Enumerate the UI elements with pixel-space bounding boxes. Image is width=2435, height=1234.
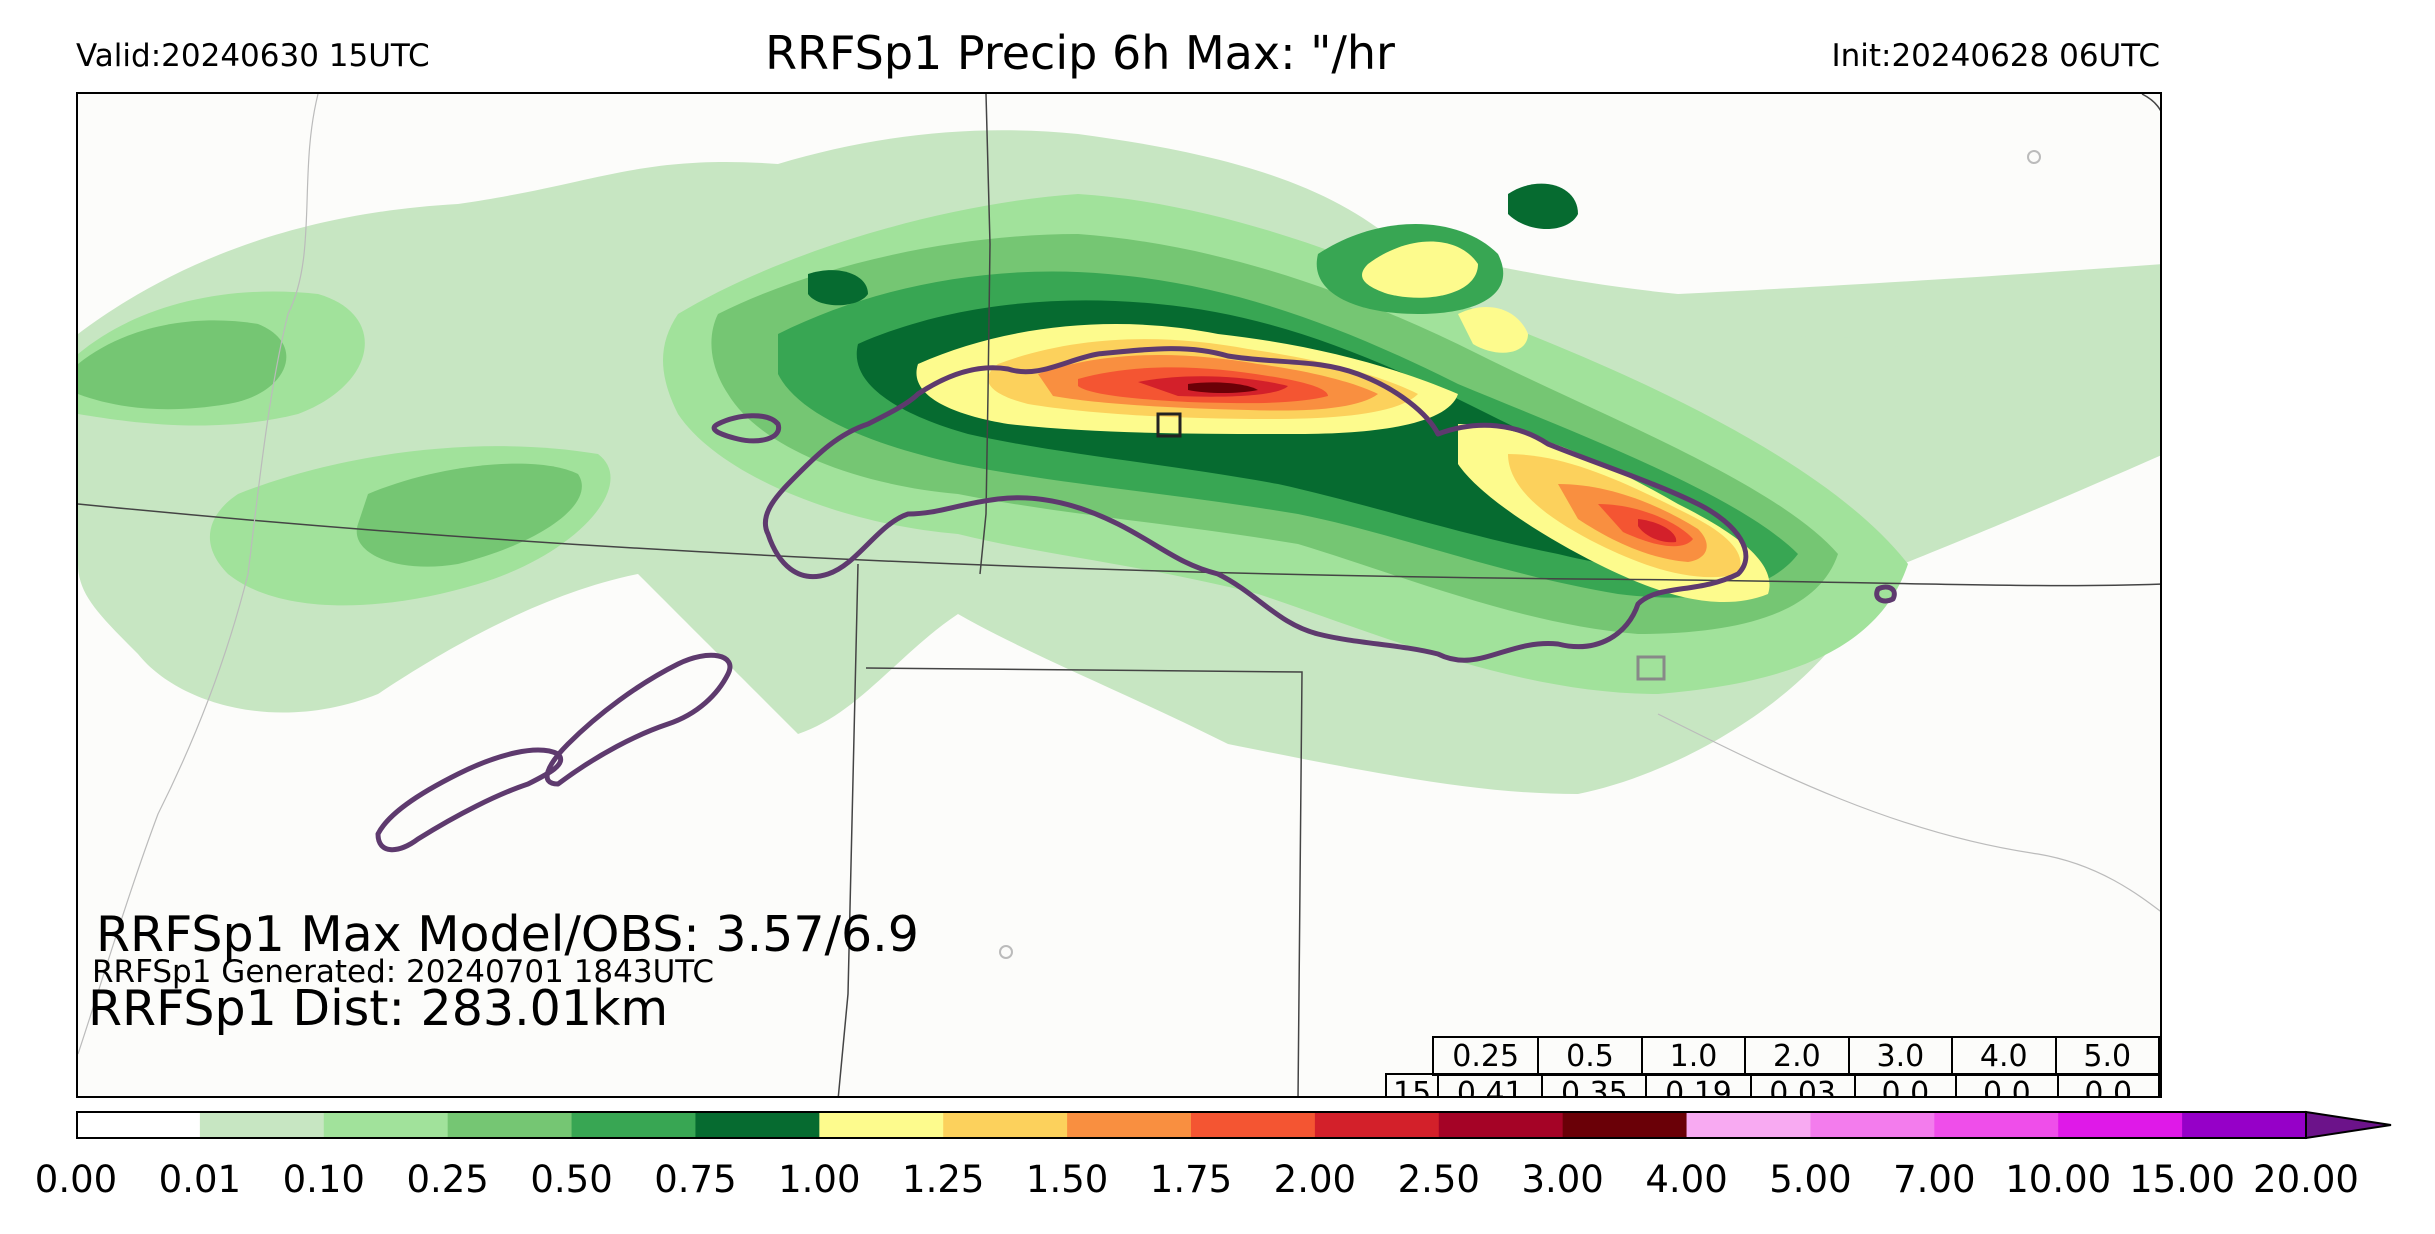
- stats-value-cell: 0.41: [1437, 1073, 1544, 1096]
- colorbar-frame: [76, 1111, 2307, 1139]
- generated-label: RRFSp1 Generated: 20240701 1843UTC: [92, 954, 715, 990]
- colorbar-segment: [2058, 1112, 2183, 1138]
- obs-max-marker: [1156, 412, 1182, 438]
- stats-threshold-cell: 5.0: [2054, 1036, 2160, 1076]
- colorbar-tick-label: 5.00: [1769, 1158, 1852, 1201]
- colorbar-tick-label: 1.50: [1025, 1158, 1109, 1201]
- init-time-label: Init:20240628 06UTC: [1831, 38, 2160, 74]
- precip-map-svg: [78, 94, 2160, 1096]
- colorbar-tick-label: 10.00: [2005, 1158, 2112, 1201]
- precip-level-11: [1188, 382, 1258, 393]
- political-borders: [78, 94, 2160, 1096]
- colorbar-tick-label: 7.00: [1893, 1158, 1976, 1201]
- colorbar-segment: [1562, 1112, 1688, 1138]
- colorbar-segment: [1686, 1112, 1811, 1138]
- colorbar-tick-label: 0.50: [530, 1158, 613, 1201]
- colorbar-segment: [1438, 1112, 1564, 1138]
- colorbar-segment: [447, 1112, 573, 1138]
- colorbar-tick-label: 1.25: [902, 1158, 985, 1201]
- colorbar-segment: [819, 1112, 944, 1138]
- colorbar-tick-label: 0.10: [282, 1158, 365, 1201]
- stats-value-cell: 0.19: [1645, 1073, 1752, 1096]
- stats-threshold-row: 0.25 0.5 1.0 2.0 3.0 4.0 5.0: [1431, 1036, 2160, 1076]
- model-max-marker: [1636, 655, 1666, 681]
- colorbar-tick-label: 0.25: [406, 1158, 489, 1201]
- stats-threshold-table: 0.25 0.5 1.0 2.0 3.0 4.0 5.0: [1431, 1036, 2160, 1076]
- colorbar-ticks: 0.00 0.01 0.10 0.25 0.50 0.75 1.00 1.25 1.50 1.75…: [0, 1158, 2435, 1208]
- precip-map: RRFSp1 Max Model/OBS: 3.57/6.9 RRFSp1 Ge…: [76, 92, 2162, 1098]
- colorbar-segment: [2182, 1112, 2307, 1138]
- stats-value-cell: 0.35: [1541, 1073, 1648, 1096]
- colorbar-extend-arrow: [2305, 1110, 2392, 1140]
- coast-lines: [78, 94, 2160, 1055]
- stats-value-row: 15 0.41 0.35 0.19 0.03 0.0 0.0 0.0: [1384, 1073, 2160, 1096]
- colorbar-segment: [1191, 1112, 1316, 1138]
- colorbar-tick-label: 1.75: [1149, 1158, 1233, 1201]
- colorbar: [76, 1110, 2392, 1140]
- colorbar-tick-label: 2.00: [1273, 1158, 1357, 1201]
- stats-row-label: 15: [1384, 1073, 1440, 1096]
- stats-threshold-cell: 3.0: [1847, 1036, 1954, 1076]
- distance-label: RRFSp1 Dist: 283.01km: [88, 980, 669, 1037]
- stats-threshold-cell: 0.25: [1431, 1036, 1540, 1076]
- colorbar-tick-label: 0.01: [158, 1158, 242, 1201]
- stats-threshold-cell: 1.0: [1640, 1036, 1747, 1076]
- colorbar-segment: [571, 1112, 696, 1138]
- city-marker: [999, 945, 1013, 959]
- colorbar-segment: [1810, 1112, 1935, 1138]
- stats-value-cell: 0.0: [1853, 1073, 1958, 1096]
- colorbar-tick-label: 3.00: [1521, 1158, 1604, 1201]
- colorbar-segment: [1314, 1112, 1440, 1138]
- colorbar-tick-label: 0.75: [654, 1158, 737, 1201]
- stats-threshold-cell: 4.0: [1951, 1036, 2057, 1076]
- city-marker: [2027, 150, 2041, 164]
- colorbar-tick-label: 2.50: [1397, 1158, 1480, 1201]
- colorbar-segment: [695, 1112, 820, 1138]
- max-model-obs-label: RRFSp1 Max Model/OBS: 3.57/6.9: [96, 906, 919, 963]
- colorbar-tick-label: 0.00: [34, 1158, 118, 1201]
- colorbar-tick-label: 20.00: [2253, 1158, 2359, 1201]
- colorbar-tick-label: 4.00: [1645, 1158, 1728, 1201]
- colorbar-tick-label: 15.00: [2129, 1158, 2236, 1201]
- colorbar-segment: [943, 1112, 1068, 1138]
- stats-value-table: 15 0.41 0.35 0.19 0.03 0.0 0.0 0.0: [1384, 1073, 2160, 1096]
- stats-value-cell: 0.0: [1955, 1073, 2059, 1096]
- stats-value-cell: 0.03: [1749, 1073, 1856, 1096]
- valid-time-label: Valid:20240630 15UTC: [76, 38, 430, 74]
- colorbar-segment: [199, 1112, 325, 1138]
- colorbar-segment: [1067, 1112, 1192, 1138]
- stats-value-cell: 0.0: [2056, 1073, 2160, 1096]
- colorbar-tick-label: 1.00: [778, 1158, 861, 1201]
- colorbar-segment: [323, 1112, 449, 1138]
- obs-contour: [375, 346, 1897, 853]
- colorbar-segment: [1934, 1112, 2059, 1138]
- plot-title: RRFSp1 Precip 6h Max: "/hr: [765, 26, 1395, 80]
- stats-threshold-cell: 2.0: [1744, 1036, 1850, 1076]
- colorbar-segment: [76, 1112, 201, 1138]
- stats-threshold-cell: 0.5: [1537, 1036, 1643, 1076]
